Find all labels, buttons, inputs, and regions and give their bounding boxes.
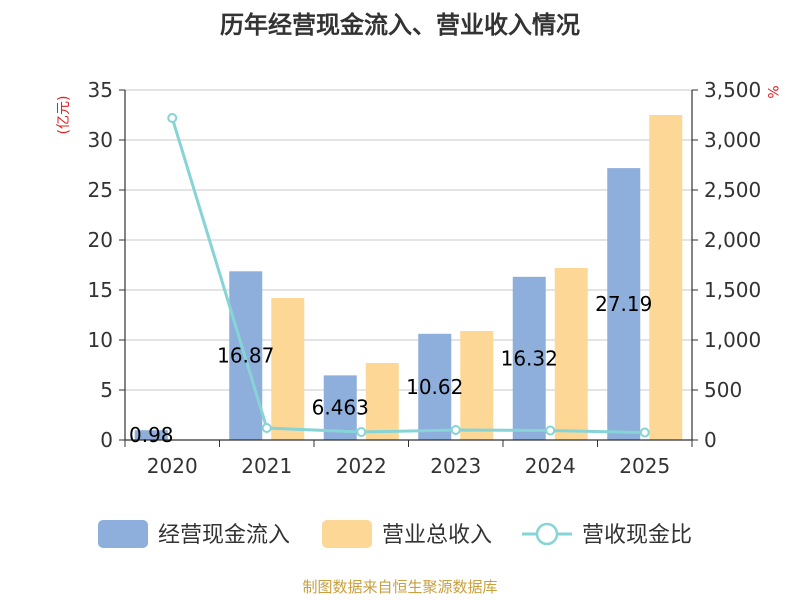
ratio-point [167,113,178,123]
right-tick-label: 1,500 [704,278,761,302]
right-axis-unit: % [764,85,780,98]
left-tick-label: 0 [100,428,113,452]
x-tick-label: 2020 [147,454,198,478]
legend-label: 营收现金比 [582,523,692,548]
right-tick-label: 0 [704,428,717,452]
legend-swatch [98,520,148,548]
source-note: 制图数据来自恒生聚源数据库 [302,578,498,596]
bar-revenue [554,268,588,440]
right-tick-label: 2,500 [704,178,761,202]
line-series-group [167,113,650,438]
left-tick-label: 20 [88,228,113,252]
x-tick-label: 2025 [619,454,670,478]
data-label: 0.98 [129,423,174,447]
bar-cash-inflow [418,333,452,440]
legend-label: 经营现金流入 [158,523,290,548]
right-tick-label: 3,000 [704,128,761,152]
axes-group: 0510152025303505001,0001,5002,0002,5003,… [88,78,762,478]
legend: 经营现金流入 营业总收入 营收现金比 [98,520,692,548]
bar-revenue [271,298,305,440]
data-label: 16.87 [217,344,274,368]
left-tick-label: 30 [88,128,113,152]
left-tick-label: 5 [100,378,113,402]
data-labels-group: 0.98 16.87 6.463 10.62 16.32 27.19 [129,292,652,447]
data-label: 10.62 [406,375,463,399]
data-label: 16.32 [501,346,558,370]
x-tick-label: 2022 [336,454,387,478]
x-tick-label: 2024 [525,454,576,478]
ratio-point [261,423,272,433]
x-tick-label: 2023 [430,454,481,478]
bar-cash-inflow [134,430,168,440]
x-tick-label: 2021 [241,454,292,478]
gridlines [125,89,692,391]
ratio-point [450,425,461,435]
chart-title: 历年经营现金流入、营业收入情况 [220,11,580,39]
legend-swatch [322,520,372,548]
legend-label: 营业总收入 [382,523,492,548]
left-tick-label: 15 [88,278,113,302]
bar-revenue [460,331,494,440]
left-tick-label: 35 [88,78,113,102]
right-tick-label: 500 [704,378,742,402]
left-axis-unit: (亿元) [56,96,72,135]
ratio-point [639,427,650,438]
bar-revenue [649,115,683,440]
ratio-point [545,425,556,436]
right-tick-label: 1,000 [704,328,761,352]
ratio-line [170,117,645,434]
bar-cash-inflow [512,276,546,440]
right-tick-label: 3,500 [704,78,761,102]
ratio-point [356,427,367,437]
data-label: 27.19 [595,292,652,316]
legend-swatch-point [535,522,559,546]
data-label: 6.463 [312,396,369,420]
bar-revenue [365,363,399,440]
bar-cash-inflow [607,168,641,440]
left-tick-label: 10 [88,328,113,352]
left-tick-label: 25 [88,178,113,202]
right-tick-label: 2,000 [704,228,761,252]
